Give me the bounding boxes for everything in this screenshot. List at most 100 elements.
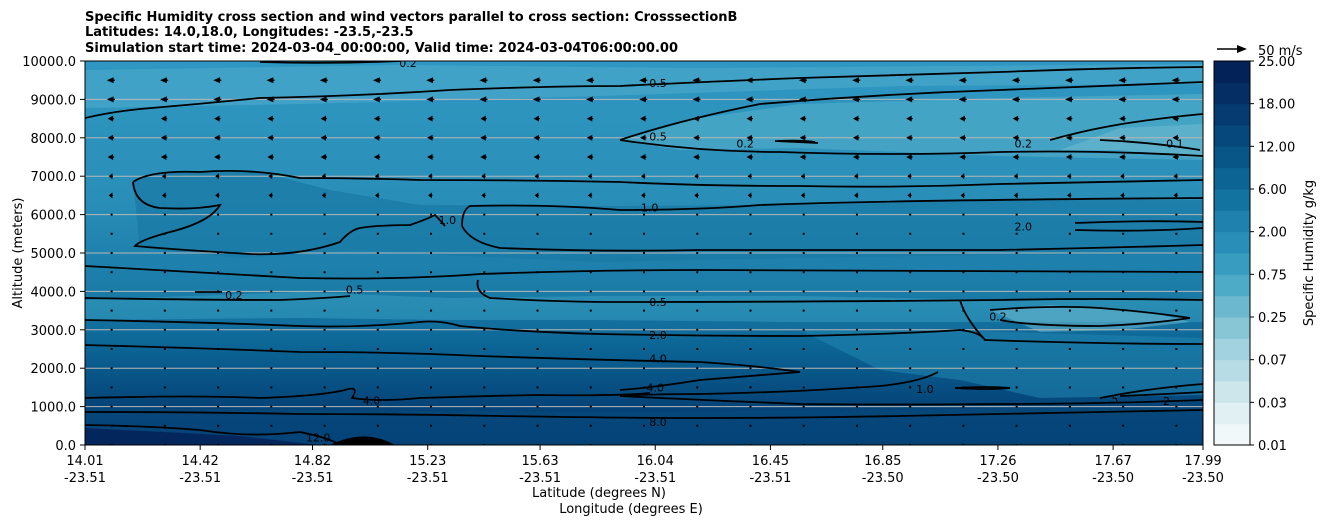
wind-vector-dot (163, 367, 166, 370)
wind-vector-dot (217, 290, 220, 293)
wind-vector-head (906, 154, 912, 160)
contour-label: 4.0 (646, 381, 664, 394)
wind-vector-dot (217, 348, 220, 350)
wind-vector-dot (217, 271, 220, 274)
wind-vector-head (215, 192, 219, 199)
wind-vector-dot (1175, 213, 1178, 216)
wind-vector-dot (217, 309, 220, 312)
wind-vector-dot (110, 386, 113, 389)
wind-vector-head (266, 77, 274, 84)
contour-line-0.5-midlevel (85, 265, 1203, 280)
wind-vector-dot (696, 271, 699, 274)
wind-vector-dot (802, 405, 805, 408)
wind-vector-dot (430, 405, 433, 408)
contour-line-0.5-lower-loop (476, 279, 1203, 303)
wind-vector-head (585, 96, 593, 103)
wind-key: 50 m/s (1217, 44, 1303, 59)
wind-vector-head (533, 115, 540, 122)
wind-vector-dot (855, 328, 858, 331)
wind-vector-dot (962, 348, 965, 350)
wind-vector-dot (483, 348, 486, 350)
wind-vector-head (427, 134, 433, 141)
wind-vector-dot (643, 405, 645, 408)
x-tick-label-latitude: 16.45 (752, 454, 789, 469)
chart-title-line-3: Simulation start time: 2024-03-04_00:00:… (85, 41, 678, 56)
wind-vector-dot (483, 386, 486, 389)
wind-vector-dot (323, 348, 326, 350)
wind-vector-dot (163, 328, 166, 331)
wind-vector-dot (1175, 386, 1178, 389)
contour-line-2.0-east-upper (1074, 220, 1203, 224)
fill-max-humidity-peak (330, 436, 395, 445)
x-tick-label-latitude: 14.82 (294, 454, 331, 469)
wind-vector-dot (855, 271, 858, 274)
wind-vector-dot (802, 271, 805, 274)
wind-vector-dot (696, 348, 699, 350)
colorbar-swatch (1214, 167, 1250, 190)
wind-vector-head (479, 77, 487, 84)
wind-vector-dot (643, 290, 645, 293)
wind-vector-head (693, 115, 699, 122)
contour-line-0.5-west (85, 295, 351, 301)
colorbar-tick-label: 12.00 (1258, 140, 1295, 155)
contour-labels: 0.2 0.5 0.5 0.2 0.2 0.1 1.0 1.0 2.0 0.5 0.2 0.5 0.2 2… (225, 57, 1184, 444)
wind-vector-head (373, 115, 380, 122)
contour-line-0.5-east-lower (1099, 383, 1203, 399)
wind-vector-dot (483, 309, 486, 312)
wind-vector-head (586, 115, 593, 122)
wind-vector-dot (749, 271, 752, 274)
wind-vector-dot (909, 348, 912, 350)
wind-vector-dot (643, 252, 645, 254)
wind-vector-head (214, 134, 220, 141)
wind-vector-dot (909, 309, 912, 312)
wind-vector-head (321, 192, 326, 199)
wind-vector-dot (1068, 271, 1071, 274)
wind-vector-dot (110, 213, 113, 216)
wind-vector-head (1067, 173, 1071, 180)
wind-vector-dot (696, 290, 699, 293)
wind-vector-head (534, 192, 539, 199)
wind-vector-dot (802, 348, 805, 350)
colorbar-swatch (1214, 338, 1250, 361)
wind-vector-head (641, 173, 645, 180)
wind-vector-head (694, 173, 699, 180)
wind-vector-dot (909, 386, 912, 389)
wind-vector-dot (323, 252, 326, 254)
wind-vector-dot (110, 232, 113, 235)
wind-vector-head (267, 115, 273, 122)
contour-label: 1.0 (439, 214, 457, 227)
wind-vector-dot (217, 405, 220, 408)
x-tick-label-latitude: 15.23 (409, 454, 446, 469)
y-tick-label: 10000.0 (22, 55, 76, 70)
x-tick-label-latitude: 16.04 (637, 454, 674, 469)
wind-vector-dot (1068, 348, 1071, 350)
colorbar-label: Specific Humidity g/kg (1302, 180, 1317, 326)
wind-vector-dot (483, 290, 486, 293)
wind-vector-dot (1175, 348, 1178, 350)
wind-vector-head (1120, 173, 1124, 180)
wind-vector-head (426, 77, 434, 84)
contour-label: 0.2 (399, 57, 417, 70)
wind-vector-dot (855, 290, 858, 293)
y-tick-label: 7000.0 (31, 170, 77, 185)
wind-vector-dot (1068, 424, 1071, 427)
contour-label: 12.0 (306, 431, 331, 444)
wind-vector-dot (1122, 232, 1125, 235)
wind-vector-dot (802, 252, 805, 254)
contour-label: 0.2 (225, 289, 243, 302)
wind-vector-dot (376, 405, 379, 408)
wind-vector-head (428, 173, 432, 180)
x-tick-label-longitude: -23.51 (634, 471, 676, 486)
wind-vector-dot (962, 309, 965, 312)
wind-vector-dot (217, 252, 220, 254)
wind-vector-dot (110, 290, 113, 293)
colorbar-tick-label: 0.07 (1258, 354, 1287, 369)
y-tick-label: 1000.0 (31, 401, 77, 416)
wind-vector-dot (1175, 328, 1178, 331)
wind-vector-head (320, 154, 327, 160)
x-tick-label-latitude: 14.01 (66, 454, 103, 469)
contour-line-2.0-east-bottom (1119, 391, 1203, 397)
wind-vector-dot (909, 328, 912, 331)
wind-vector-head (746, 134, 752, 141)
wind-vector-dot (696, 328, 699, 331)
